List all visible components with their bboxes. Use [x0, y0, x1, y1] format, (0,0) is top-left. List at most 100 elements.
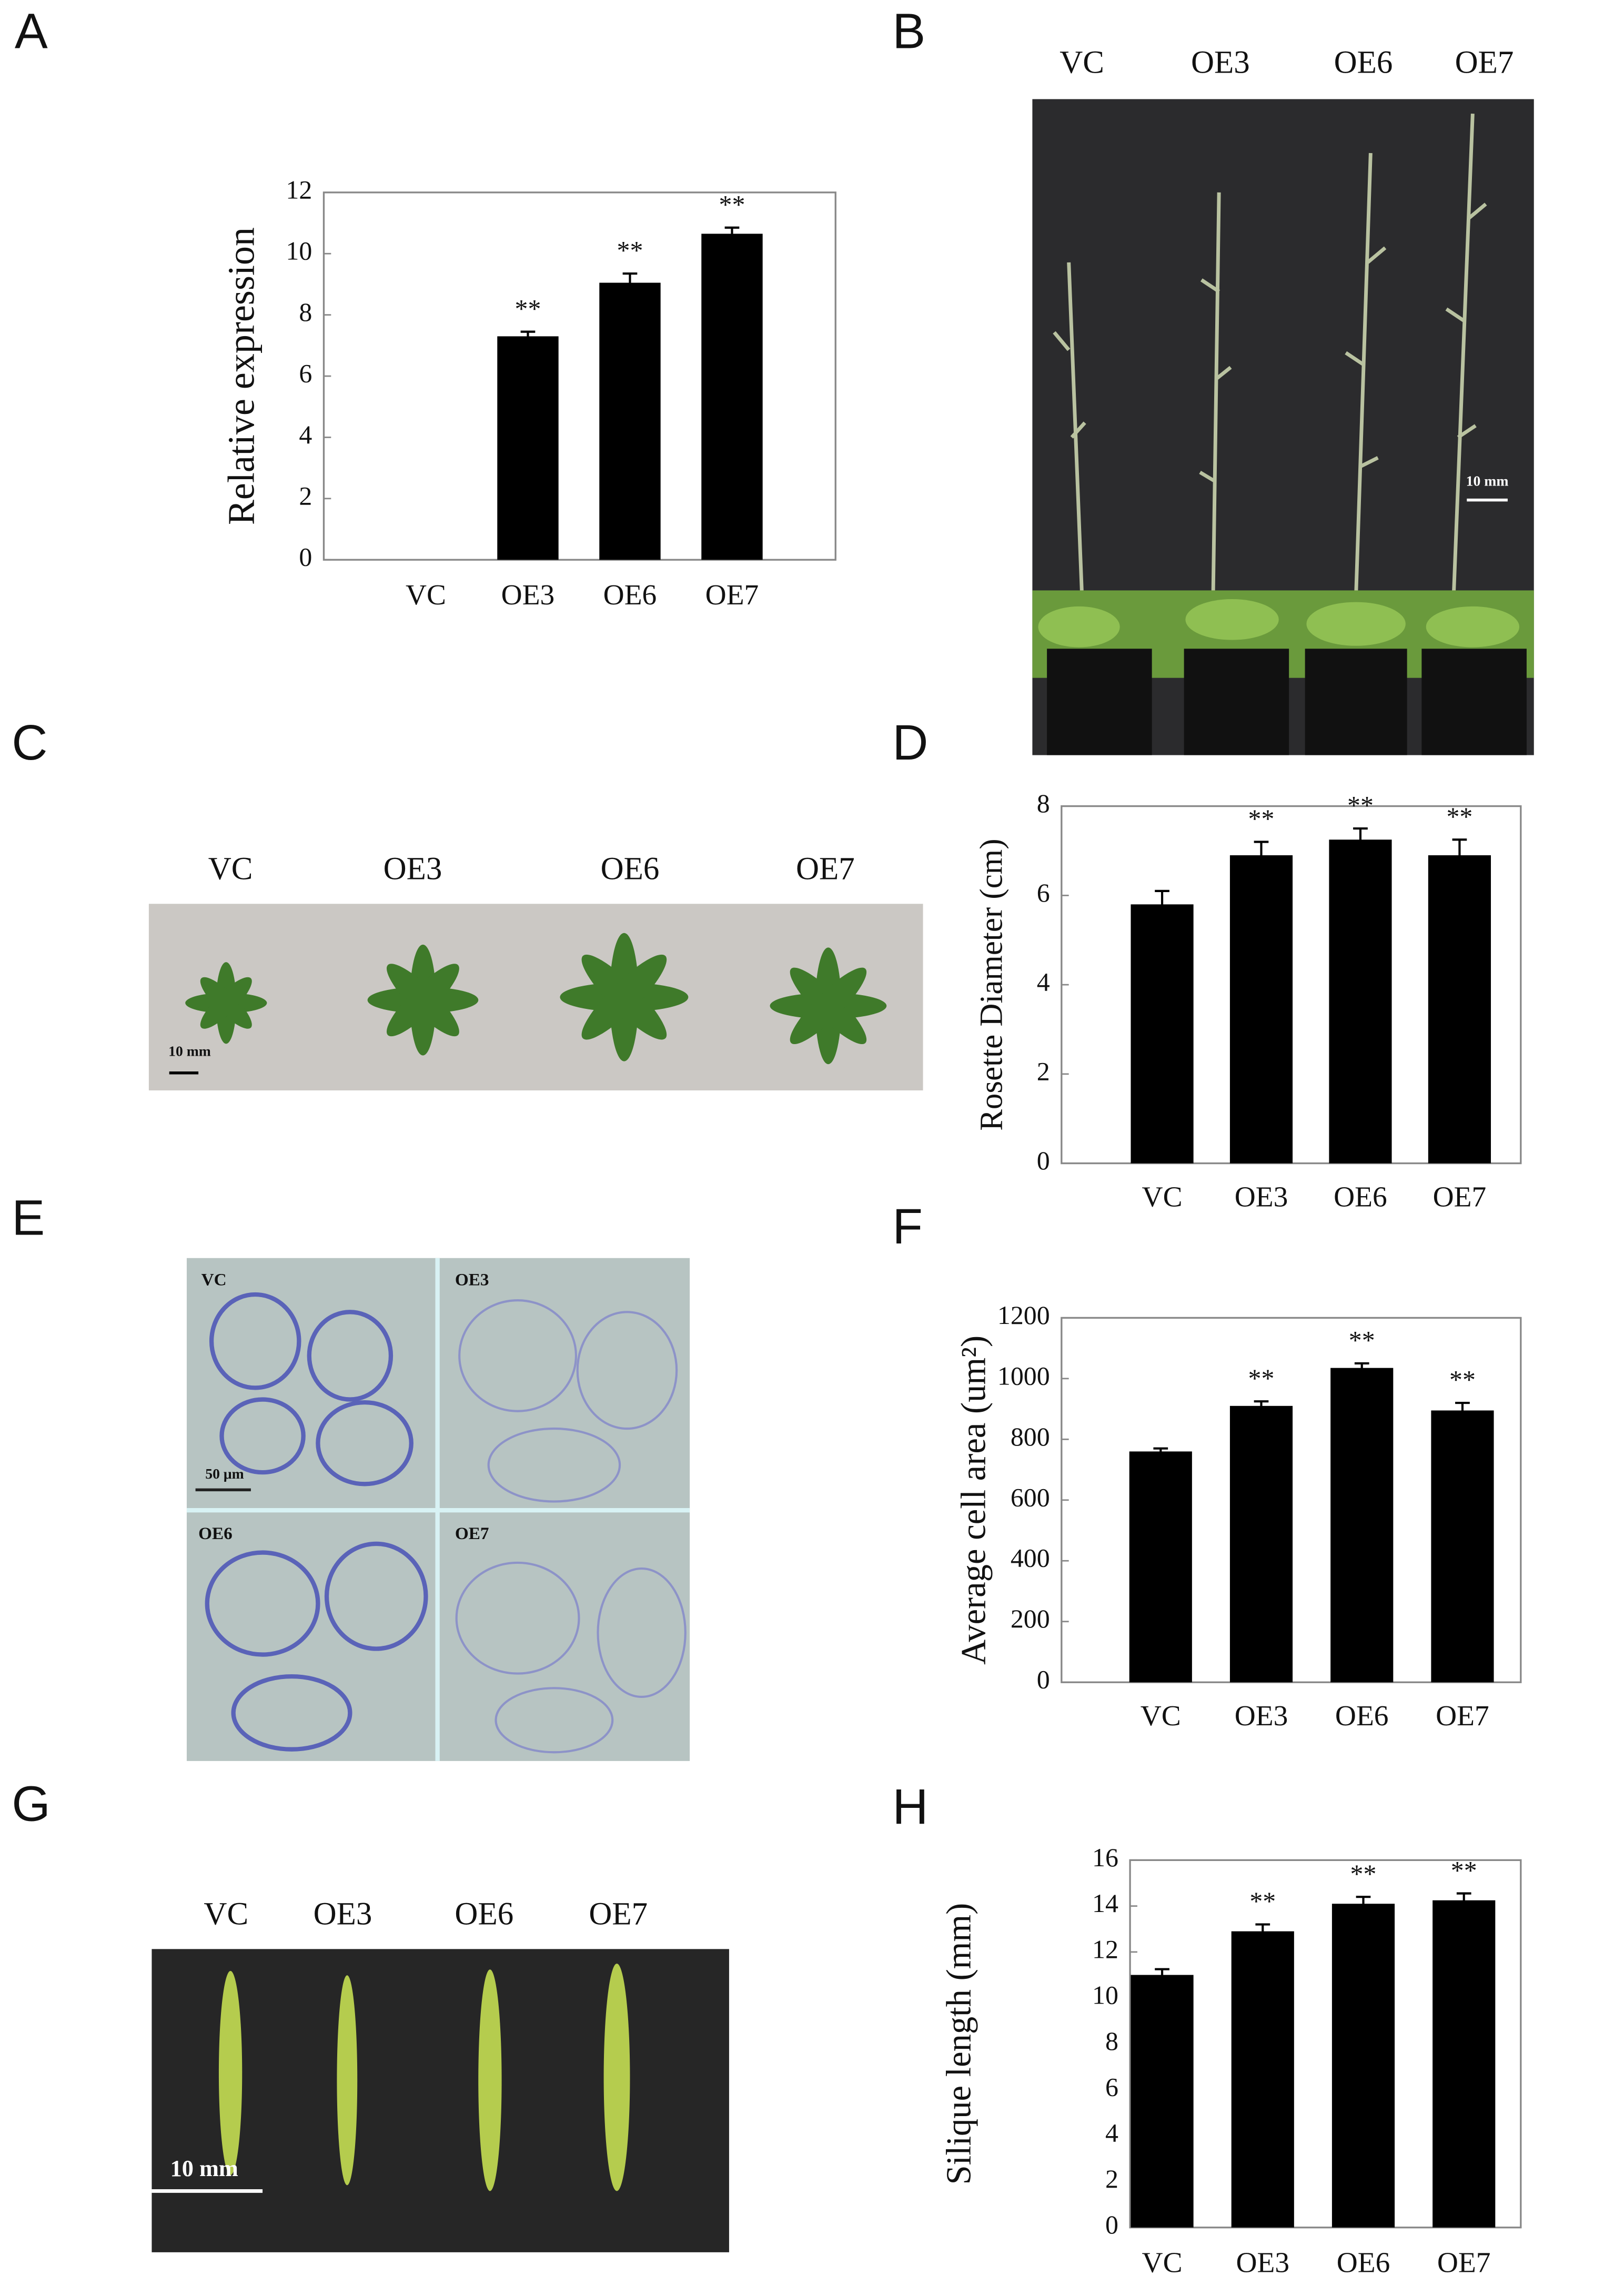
y-axis-label: Silique length (mm) — [940, 1903, 978, 2185]
photo-e: 50 μm — [186, 1258, 690, 1761]
significance-label: ** — [1446, 802, 1472, 831]
bar — [1131, 1975, 1194, 2228]
photo-label: OE7 — [1455, 45, 1514, 80]
bar — [1431, 1410, 1494, 1683]
y-tick-label: 400 — [1011, 1544, 1050, 1573]
y-tick-label: 12 — [1092, 1935, 1118, 1964]
error-bar — [1155, 889, 1169, 918]
scale-bar-label: 10 mm — [170, 2155, 238, 2181]
error-bar — [1455, 1401, 1470, 1418]
y-tick-label: 0 — [1037, 1665, 1050, 1694]
bar — [1329, 839, 1392, 1164]
error-bar — [1452, 838, 1467, 871]
panel-letter: E — [12, 1190, 45, 1245]
photo-c: 10 mm — [148, 904, 923, 1091]
error-bar — [1354, 1362, 1369, 1373]
y-tick-label: 4 — [299, 420, 312, 449]
y-tick-label: 6 — [299, 359, 312, 388]
x-tick-label: OE3 — [1235, 1700, 1288, 1732]
y-tick-label: 1200 — [997, 1301, 1050, 1330]
panel-letter: D — [892, 715, 928, 770]
panel-letter: A — [15, 3, 48, 58]
significance-label: ** — [515, 294, 541, 323]
y-tick-label: 14 — [1092, 1889, 1118, 1918]
y-tick-label: 10 — [286, 237, 312, 266]
error-bar — [724, 226, 740, 240]
bar — [1432, 1900, 1496, 2228]
significance-label: ** — [1248, 804, 1275, 833]
bar — [1129, 1451, 1192, 1683]
y-tick-label: 10 — [1092, 1981, 1118, 2010]
bar — [1330, 1368, 1394, 1683]
y-tick-label: 800 — [1011, 1422, 1050, 1451]
x-tick-label: OE3 — [501, 579, 555, 611]
bar — [1331, 1904, 1395, 2228]
bar — [1229, 1405, 1293, 1683]
y-tick-label: 16 — [1092, 1843, 1118, 1872]
error-bar — [1155, 1968, 1169, 1981]
y-tick-label: 1000 — [997, 1361, 1050, 1390]
y-tick-label: 6 — [1037, 878, 1050, 907]
panel-letter: H — [892, 1779, 928, 1834]
y-tick-label: 2 — [1105, 2164, 1118, 2193]
y-axis-label: Relative expression — [220, 227, 262, 525]
y-tick-label: 0 — [1105, 2210, 1118, 2239]
error-bar — [1356, 1896, 1371, 1911]
significance-label: ** — [1249, 1887, 1276, 1916]
significance-label: ** — [1248, 1364, 1275, 1393]
x-tick-label: OE6 — [1337, 2247, 1390, 2279]
photo-label: VC — [201, 1270, 227, 1290]
y-tick-label: 0 — [299, 543, 312, 572]
y-tick-label: 4 — [1105, 2119, 1118, 2148]
photo-label: OE6 — [198, 1524, 233, 1543]
bar — [1231, 1931, 1294, 2228]
x-tick-label: OE7 — [1433, 1181, 1487, 1213]
significance-label: ** — [1350, 1859, 1377, 1888]
photo-b: 10 mm — [1032, 99, 1534, 755]
error-bar — [1353, 827, 1368, 851]
bar — [1131, 904, 1194, 1164]
y-tick-label: 4 — [1037, 968, 1050, 997]
photo-label: OE3 — [1191, 45, 1250, 80]
y-tick-label: 2 — [1037, 1057, 1050, 1086]
error-bar — [520, 330, 536, 341]
y-tick-label: 8 — [299, 298, 312, 327]
y-axis-label: Rosette Diameter (cm) — [974, 838, 1009, 1130]
photo-label: OE7 — [796, 851, 855, 886]
significance-label: ** — [1449, 1366, 1476, 1394]
significance-label: ** — [1347, 791, 1374, 820]
x-tick-label: OE6 — [603, 579, 657, 611]
bar — [1428, 855, 1491, 1164]
panel-letter: B — [892, 3, 925, 58]
y-axis-label: Average cell area (um²) — [954, 1336, 993, 1665]
photo-label: VC — [208, 851, 253, 886]
photo-label: VC — [1060, 45, 1104, 80]
panel-letter: C — [12, 715, 47, 770]
x-tick-label: VC — [1141, 1700, 1181, 1732]
x-tick-label: VC — [1142, 1181, 1183, 1213]
y-tick-label: 6 — [1105, 2072, 1118, 2101]
bar — [599, 282, 661, 560]
error-bar — [1456, 1892, 1471, 1907]
y-tick-label: 8 — [1105, 2027, 1118, 2056]
y-tick-label: 200 — [1011, 1604, 1050, 1633]
error-bar — [1254, 1400, 1269, 1411]
scale-bar-label: 10 mm — [168, 1043, 211, 1059]
bar — [1229, 855, 1293, 1164]
y-tick-label: 0 — [1037, 1146, 1050, 1175]
error-bar — [1255, 1923, 1270, 1938]
x-tick-label: OE3 — [1235, 1181, 1288, 1213]
photo-label: OE3 — [314, 1896, 372, 1931]
photo-label: OE7 — [589, 1896, 648, 1931]
bar — [497, 336, 559, 560]
y-tick-label: 600 — [1011, 1483, 1050, 1512]
photo-label: OE3 — [455, 1270, 489, 1290]
y-tick-label: 2 — [299, 481, 312, 510]
error-bar — [1254, 841, 1269, 869]
x-tick-label: OE6 — [1335, 1700, 1389, 1732]
significance-label: ** — [1451, 1856, 1477, 1885]
photo-label: VC — [204, 1896, 248, 1931]
y-tick-label: 8 — [1037, 789, 1050, 818]
bar — [701, 234, 763, 560]
